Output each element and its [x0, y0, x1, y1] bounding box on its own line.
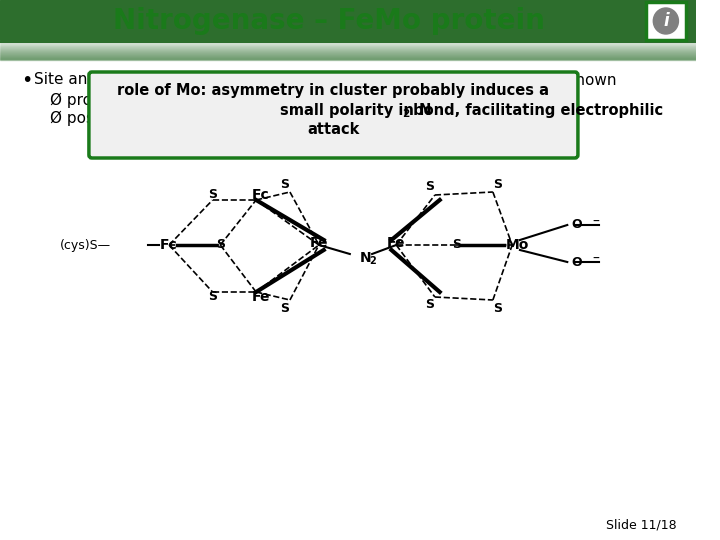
Text: 2: 2: [369, 256, 376, 266]
Bar: [0, 41, 696, 42]
Bar: [0, 40, 696, 41]
Bar: [0, 51, 696, 52]
Text: attack: attack: [307, 123, 359, 138]
Text: S: S: [216, 239, 225, 252]
Bar: [0, 0, 696, 40]
Text: S: S: [208, 291, 217, 303]
Text: bond, facilitating electrophilic: bond, facilitating electrophilic: [408, 103, 663, 118]
Text: Mo: Mo: [505, 238, 528, 252]
Text: S: S: [451, 239, 461, 252]
Text: S: S: [426, 180, 435, 193]
Text: Nitrogenase – FeMo protein: Nitrogenase – FeMo protein: [112, 7, 544, 35]
Text: Fe: Fe: [252, 290, 270, 304]
Bar: [0, 57, 696, 58]
Text: Ø possibly between two central Fe atoms:: Ø possibly between two central Fe atoms:: [50, 110, 372, 126]
Text: i: i: [663, 12, 669, 30]
Text: •: •: [22, 71, 32, 90]
Text: Ø probably Fe rather than Mo: Ø probably Fe rather than Mo: [50, 92, 276, 107]
Bar: [0, 50, 696, 51]
Circle shape: [653, 8, 678, 34]
Bar: [0, 53, 696, 54]
Text: small polarity in N: small polarity in N: [280, 103, 431, 118]
Text: –: –: [593, 215, 599, 229]
Text: N: N: [359, 251, 371, 265]
Text: (cys)S—: (cys)S—: [60, 239, 111, 252]
Text: S: S: [493, 301, 503, 314]
Text: –: –: [593, 252, 599, 266]
Bar: [0, 44, 696, 45]
Bar: [0, 46, 696, 47]
Text: Fc: Fc: [161, 238, 178, 252]
Text: S: S: [208, 188, 217, 201]
Bar: [0, 45, 696, 46]
FancyBboxPatch shape: [89, 72, 578, 158]
Text: 2: 2: [341, 79, 348, 89]
Text: Fe: Fe: [387, 236, 405, 250]
Text: to [Mo7Fe-8S] cluster is not known: to [Mo7Fe-8S] cluster is not known: [346, 72, 616, 87]
Bar: [0, 49, 696, 50]
Bar: [0, 48, 696, 49]
Bar: [0, 56, 696, 57]
Text: O: O: [572, 219, 582, 232]
Text: S: S: [281, 301, 289, 314]
Text: role of Mo: asymmetry in cluster probably induces a: role of Mo: asymmetry in cluster probabl…: [117, 83, 549, 98]
Text: Slide 11/18: Slide 11/18: [606, 519, 677, 532]
Bar: [0, 54, 696, 55]
Bar: [0, 52, 696, 53]
Text: Fc: Fc: [252, 188, 270, 202]
Text: S: S: [493, 178, 503, 191]
Bar: [0, 47, 696, 48]
Bar: [0, 42, 696, 43]
Text: 2: 2: [402, 109, 409, 119]
Bar: [646, 2, 686, 40]
Bar: [0, 43, 696, 44]
Bar: [646, 2, 686, 40]
Text: Site and mode of attachment of N: Site and mode of attachment of N: [34, 72, 294, 87]
Text: Fe: Fe: [310, 236, 328, 250]
Bar: [0, 59, 696, 60]
Bar: [0, 55, 696, 56]
Bar: [0, 58, 696, 59]
Text: O: O: [572, 255, 582, 268]
Text: S: S: [281, 178, 289, 191]
Text: S: S: [426, 299, 435, 312]
